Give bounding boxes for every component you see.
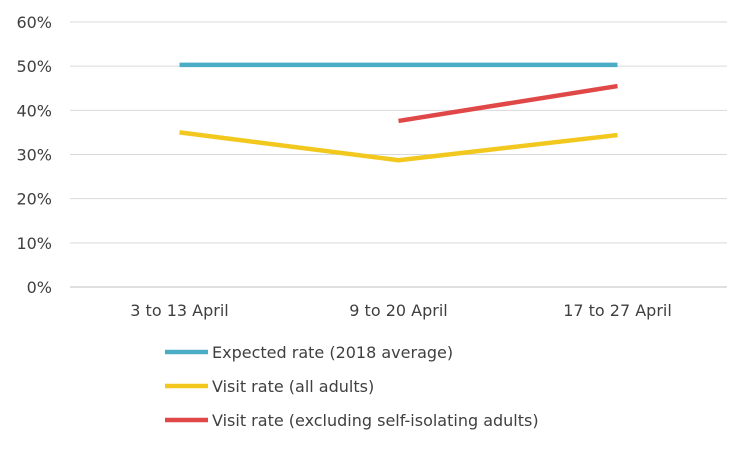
y-axis-ticks: 0% 10% 20% 30% 40% 50% 60% bbox=[16, 13, 52, 297]
x-tick-label: 17 to 27 April bbox=[563, 301, 672, 320]
legend-label: Visit rate (all adults) bbox=[212, 377, 374, 396]
gridlines bbox=[70, 21, 727, 288]
legend-label: Visit rate (excluding self-isolating adu… bbox=[212, 411, 539, 430]
y-tick-label: 50% bbox=[16, 57, 52, 76]
y-tick-label: 20% bbox=[16, 190, 52, 209]
y-tick-label: 30% bbox=[16, 146, 52, 165]
y-tick-label: 10% bbox=[16, 234, 52, 253]
series-line-2 bbox=[179, 130, 618, 163]
y-tick-label: 40% bbox=[16, 101, 52, 120]
legend: Expected rate (2018 average) Visit rate (… bbox=[165, 343, 539, 430]
y-tick-label: 60% bbox=[16, 13, 52, 32]
series-lines bbox=[179, 62, 618, 163]
y-tick-label: 0% bbox=[27, 278, 52, 297]
series-line-3 bbox=[398, 83, 618, 124]
x-tick-label: 9 to 20 April bbox=[349, 301, 447, 320]
x-tick-label: 3 to 13 April bbox=[130, 301, 228, 320]
x-axis-ticks: 3 to 13 April 9 to 20 April 17 to 27 April bbox=[130, 301, 672, 320]
legend-label: Expected rate (2018 average) bbox=[212, 343, 453, 362]
